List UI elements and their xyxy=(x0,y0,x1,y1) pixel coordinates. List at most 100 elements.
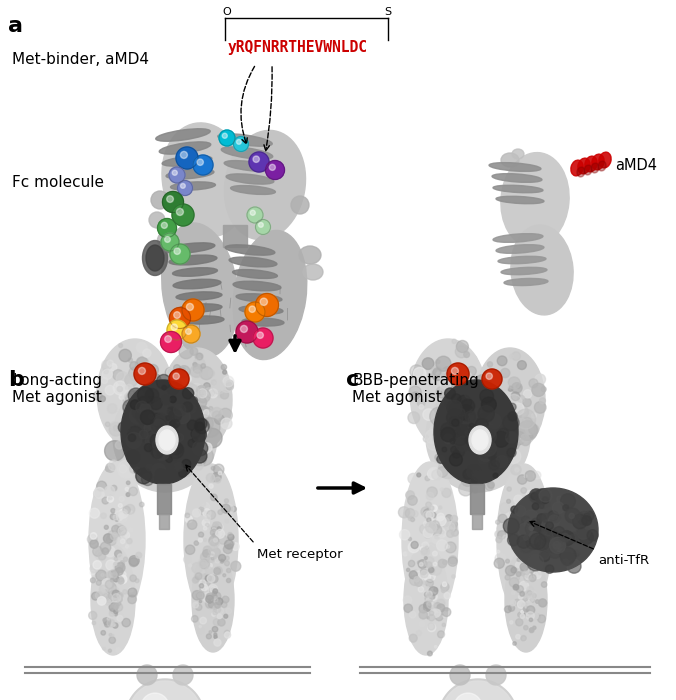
Circle shape xyxy=(476,449,482,455)
Circle shape xyxy=(170,387,180,397)
Circle shape xyxy=(117,602,121,606)
Circle shape xyxy=(503,400,513,410)
Circle shape xyxy=(130,401,139,410)
Circle shape xyxy=(127,438,146,457)
Circle shape xyxy=(450,416,459,426)
Circle shape xyxy=(138,414,151,427)
Circle shape xyxy=(194,447,214,466)
Circle shape xyxy=(452,369,461,379)
Circle shape xyxy=(126,545,128,548)
Circle shape xyxy=(512,383,522,393)
Circle shape xyxy=(539,598,547,607)
Circle shape xyxy=(165,452,183,470)
Circle shape xyxy=(164,237,170,242)
Circle shape xyxy=(102,579,112,589)
Circle shape xyxy=(116,441,123,449)
Circle shape xyxy=(535,526,543,534)
Circle shape xyxy=(436,356,451,371)
Circle shape xyxy=(423,509,433,519)
Circle shape xyxy=(110,421,118,429)
Circle shape xyxy=(441,583,449,591)
Circle shape xyxy=(123,418,134,429)
Circle shape xyxy=(453,451,460,458)
Ellipse shape xyxy=(498,256,546,264)
Circle shape xyxy=(112,624,114,626)
Circle shape xyxy=(427,608,429,611)
Circle shape xyxy=(415,579,422,587)
Circle shape xyxy=(117,620,122,625)
Circle shape xyxy=(408,412,420,424)
Circle shape xyxy=(423,590,432,598)
Circle shape xyxy=(487,449,496,458)
Circle shape xyxy=(466,386,481,401)
Circle shape xyxy=(500,368,510,378)
Circle shape xyxy=(417,473,420,477)
Circle shape xyxy=(118,594,122,598)
Circle shape xyxy=(567,533,573,538)
Circle shape xyxy=(448,557,458,566)
Circle shape xyxy=(540,528,552,540)
Circle shape xyxy=(483,420,496,433)
Circle shape xyxy=(166,416,170,421)
Circle shape xyxy=(443,372,457,385)
Circle shape xyxy=(442,489,451,498)
Circle shape xyxy=(115,563,125,573)
Circle shape xyxy=(174,248,180,254)
Circle shape xyxy=(525,471,535,482)
Circle shape xyxy=(200,509,206,514)
Circle shape xyxy=(486,430,491,435)
Circle shape xyxy=(451,372,459,380)
Circle shape xyxy=(208,584,218,594)
Circle shape xyxy=(530,571,536,577)
Circle shape xyxy=(105,441,125,461)
Circle shape xyxy=(112,590,120,597)
Circle shape xyxy=(514,599,521,605)
Circle shape xyxy=(195,401,203,410)
Circle shape xyxy=(431,564,441,575)
Circle shape xyxy=(119,344,122,347)
Circle shape xyxy=(439,422,447,430)
Circle shape xyxy=(428,469,438,480)
Circle shape xyxy=(419,604,428,613)
Circle shape xyxy=(438,529,446,538)
Circle shape xyxy=(468,410,475,416)
Circle shape xyxy=(497,524,505,533)
Circle shape xyxy=(535,374,546,384)
Circle shape xyxy=(525,475,527,477)
Circle shape xyxy=(408,561,415,567)
Circle shape xyxy=(410,365,423,378)
Circle shape xyxy=(183,402,193,412)
Circle shape xyxy=(161,233,179,251)
Circle shape xyxy=(460,391,470,400)
Circle shape xyxy=(440,517,450,526)
Circle shape xyxy=(155,469,166,480)
Circle shape xyxy=(548,511,558,521)
Circle shape xyxy=(493,433,510,451)
Circle shape xyxy=(450,395,464,409)
Circle shape xyxy=(114,426,119,430)
Circle shape xyxy=(113,570,121,578)
Circle shape xyxy=(452,385,461,394)
Circle shape xyxy=(212,537,218,543)
Circle shape xyxy=(426,601,431,606)
Text: O: O xyxy=(222,7,231,17)
Circle shape xyxy=(458,444,471,458)
Ellipse shape xyxy=(184,464,238,616)
Circle shape xyxy=(168,442,184,458)
Circle shape xyxy=(520,540,533,553)
Circle shape xyxy=(118,503,122,507)
Circle shape xyxy=(426,522,437,533)
Circle shape xyxy=(541,582,547,587)
Circle shape xyxy=(202,586,206,590)
Circle shape xyxy=(207,575,215,582)
Circle shape xyxy=(210,539,218,548)
Circle shape xyxy=(151,426,164,438)
Circle shape xyxy=(516,384,521,388)
Circle shape xyxy=(123,412,136,424)
Circle shape xyxy=(140,403,151,414)
Circle shape xyxy=(529,575,533,580)
Circle shape xyxy=(154,401,168,415)
Circle shape xyxy=(410,575,420,585)
Circle shape xyxy=(170,396,176,402)
Circle shape xyxy=(232,542,239,550)
